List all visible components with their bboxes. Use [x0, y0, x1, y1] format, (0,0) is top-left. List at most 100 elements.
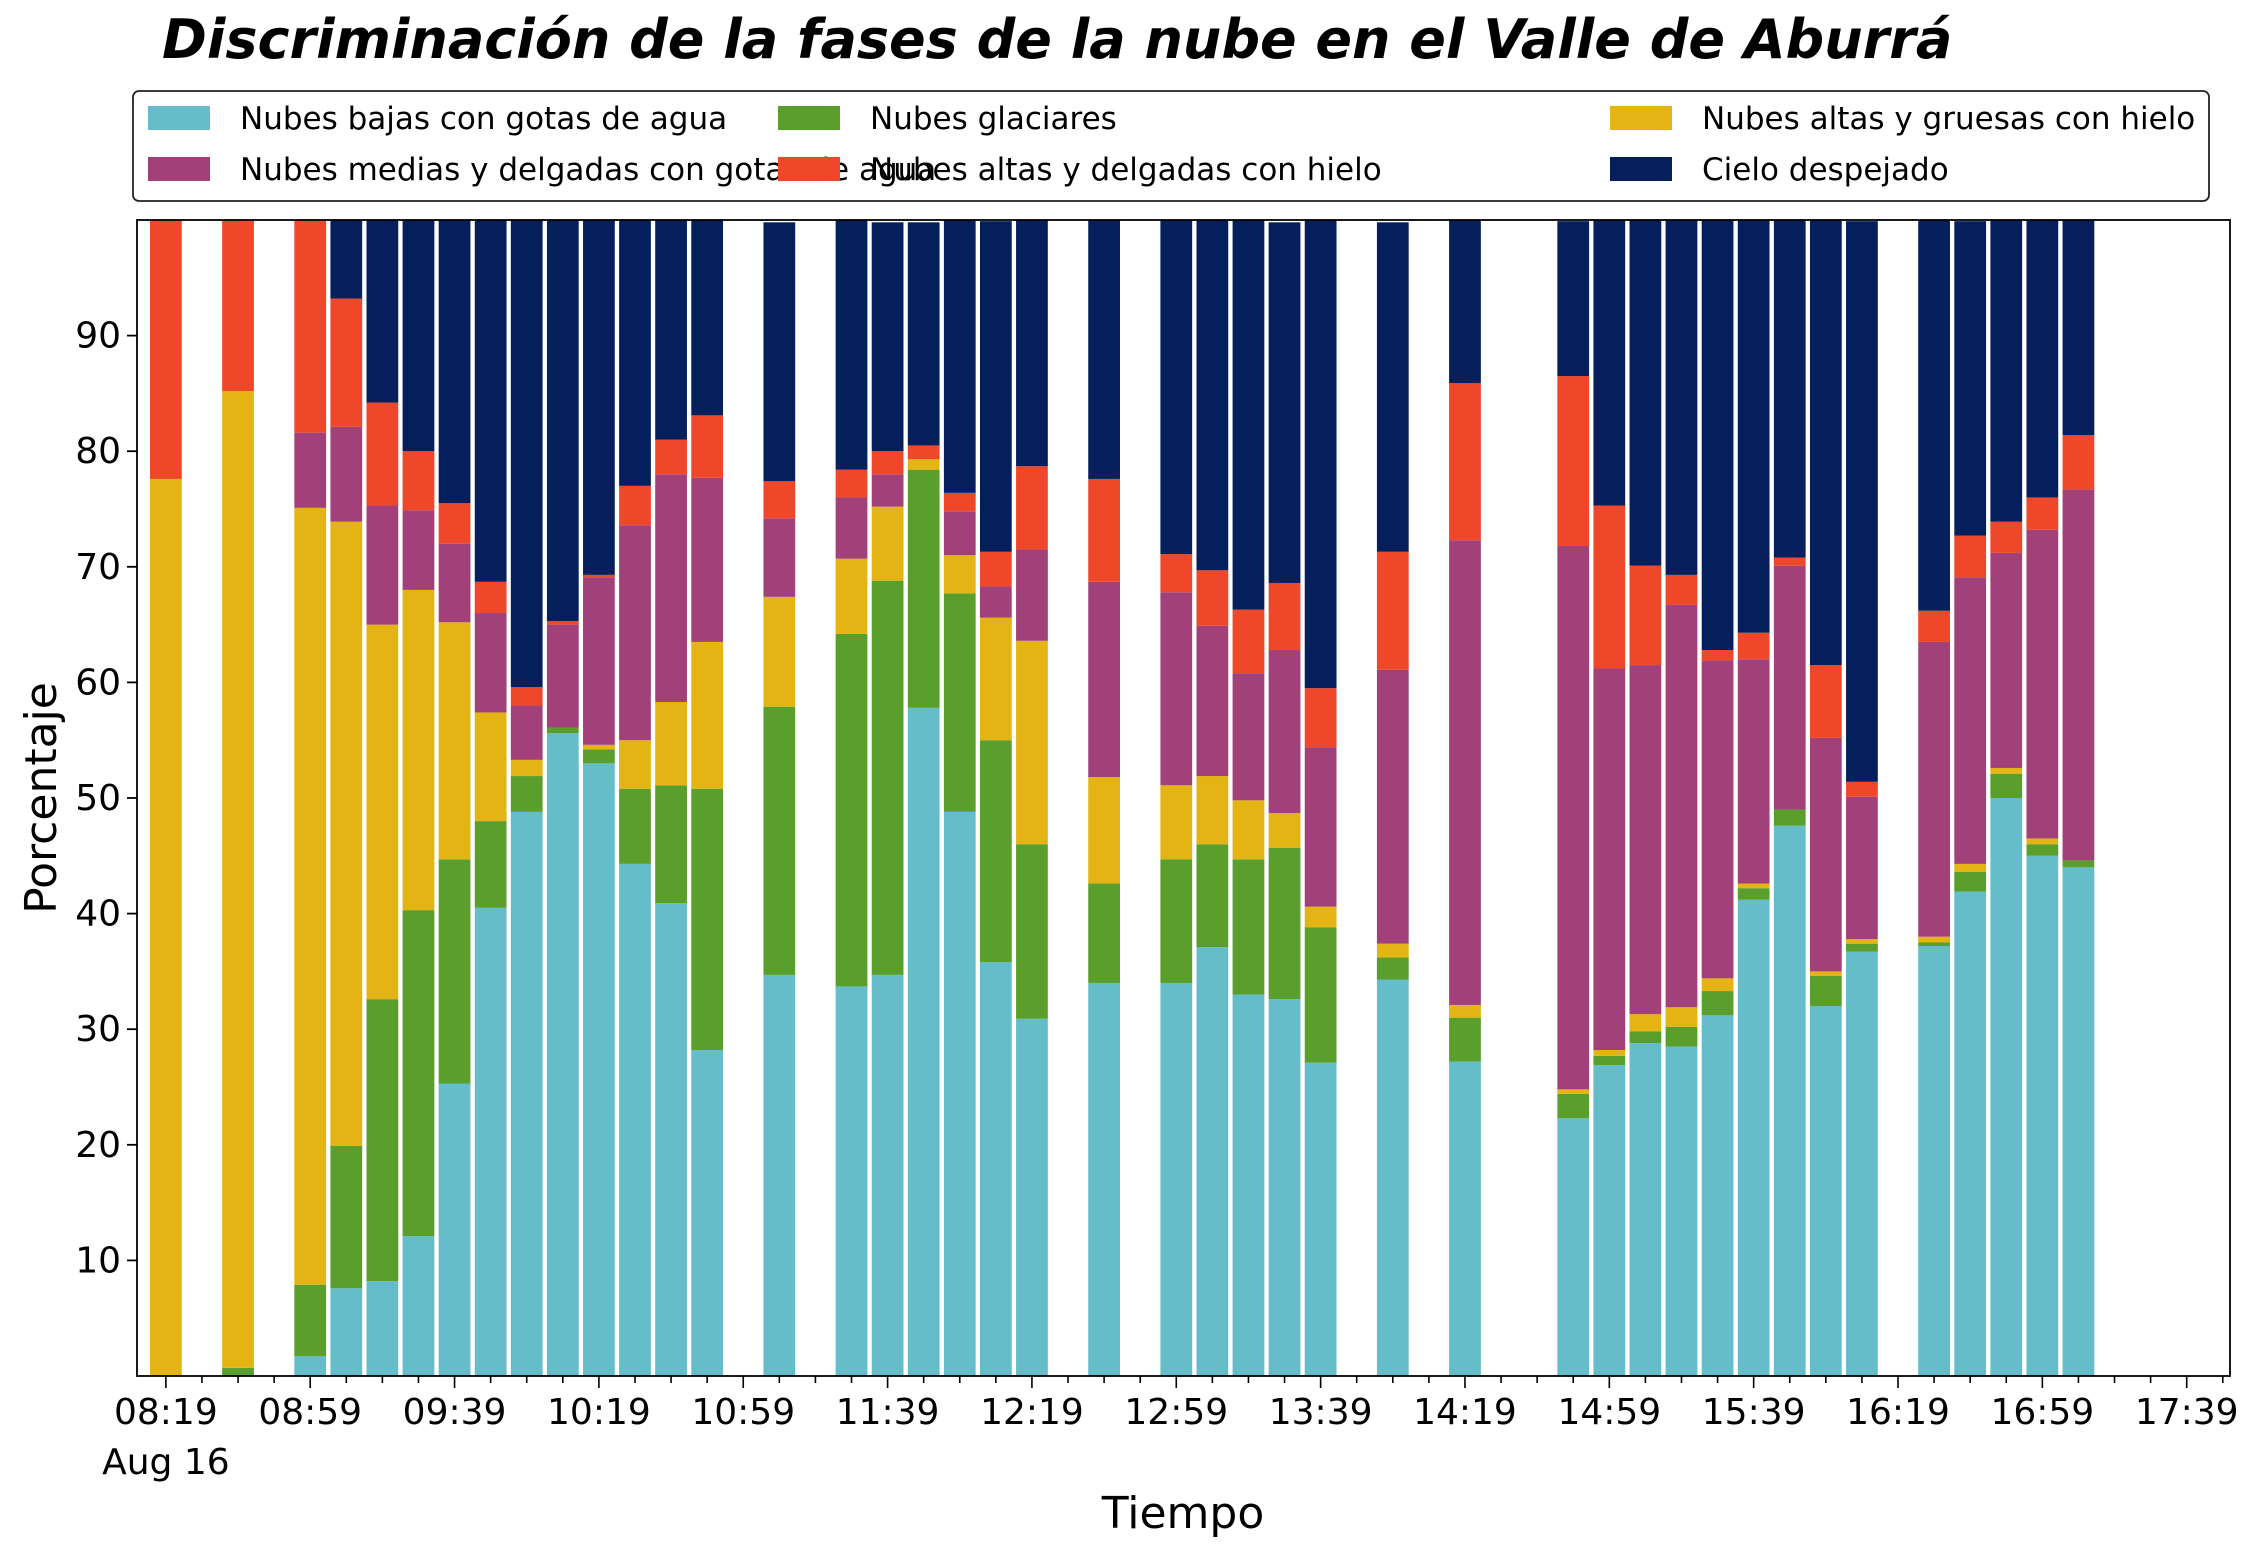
bar-segment-1639-s3 — [1954, 577, 1987, 864]
legend-label-5: Cielo despejado — [1702, 152, 1949, 188]
bar-segment-1509-s2 — [1629, 1014, 1662, 1032]
bar-segment-1709-s1 — [2062, 860, 2095, 868]
bar-segment-0939-s0 — [438, 1083, 471, 1376]
bar-segment-1709-s3 — [2062, 489, 2095, 861]
bar-segment-1309-s2 — [1196, 776, 1229, 845]
bar-segment-0949-s1 — [474, 821, 507, 908]
bar-segment-1529-s4 — [1701, 650, 1734, 661]
bar-segment-1539-s3 — [1737, 659, 1770, 884]
bar-segment-1509-s1 — [1629, 1031, 1662, 1044]
bar-segment-1359-s3 — [1376, 669, 1409, 944]
bar-segment-1009-s5 — [546, 220, 579, 622]
x-tick-label: 08:19 — [114, 1392, 218, 1433]
bar-segment-1649-s2 — [1990, 767, 2023, 774]
legend-label-0: Nubes bajas con gotas de agua — [240, 101, 727, 137]
x-tick-label: 09:39 — [403, 1392, 507, 1433]
x-tick-label: 08:59 — [258, 1392, 362, 1433]
bar-segment-1659-s3 — [2026, 529, 2059, 839]
bar-segment-0819-s4 — [149, 220, 182, 479]
bar-segment-1129-s2 — [835, 558, 868, 634]
bar-segment-1029-s5 — [619, 220, 651, 486]
bar-segment-1019-s5 — [583, 220, 615, 575]
bar-segment-1219-s3 — [1016, 549, 1048, 641]
bar-segment-0949-s0 — [474, 907, 507, 1376]
bar-segment-1649-s0 — [1990, 798, 2023, 1376]
x-tick-sublabel: Aug 16 — [102, 1442, 230, 1483]
x-tick-label: 13:39 — [1269, 1392, 1373, 1433]
bar-segment-1449-s3 — [1557, 545, 1590, 1090]
bar-segment-1339-s0 — [1304, 1062, 1337, 1376]
bar-segment-1139-s3 — [871, 474, 904, 507]
bar-segment-1019-s4 — [583, 574, 615, 578]
bar-segment-1629-s4 — [1918, 610, 1950, 642]
bar-segment-0939-s3 — [438, 543, 471, 623]
bar-segment-1659-s0 — [2026, 855, 2059, 1376]
bar-segment-1239-s4 — [1088, 478, 1120, 582]
bar-segment-1139-s0 — [871, 974, 904, 1376]
bar-segment-0959-s0 — [510, 811, 543, 1376]
bar-segment-1109-s3 — [763, 518, 796, 597]
bar-segment-1329-s5 — [1268, 222, 1301, 583]
bar-segment-0929-s3 — [402, 510, 435, 590]
bar-segment-1329-s0 — [1268, 999, 1301, 1376]
x-tick-label: 16:19 — [1846, 1392, 1950, 1433]
bar-segment-1209-s5 — [979, 221, 1012, 552]
bar-segment-1459-s5 — [1593, 220, 1626, 506]
legend-items: Nubes bajas con gotas de agua Nubes glaci… — [148, 101, 2195, 188]
bar-segment-1309-s1 — [1196, 844, 1229, 948]
bar-segment-1209-s1 — [979, 740, 1012, 963]
bar-segment-0859-s1 — [294, 1284, 327, 1357]
bar-segment-1449-s5 — [1557, 221, 1590, 377]
bar-segment-1049-s2 — [691, 641, 724, 789]
bar-segment-1259-s1 — [1160, 859, 1193, 983]
bar-segment-1019-s3 — [583, 577, 615, 745]
bar-segment-1459-s1 — [1593, 1055, 1626, 1066]
bar-segment-1309-s0 — [1196, 947, 1229, 1376]
legend-swatch-0 — [148, 106, 210, 130]
bar-segment-1339-s1 — [1304, 927, 1337, 1063]
bar-segment-1509-s0 — [1629, 1043, 1662, 1376]
bar-segment-0909-s1 — [330, 1145, 363, 1289]
legend: Nubes bajas con gotas de agua Nubes glaci… — [132, 90, 2210, 202]
bar-segment-0949-s3 — [474, 613, 507, 713]
bar-segment-1519-s2 — [1665, 1007, 1698, 1027]
y-axis: 10 20 30 40 50 60 70 80 90 — [75, 316, 137, 1281]
bar-segment-0909-s4 — [330, 298, 363, 427]
x-axis-label: Tiempo — [1101, 1488, 1265, 1539]
bar-segment-0919-s3 — [366, 505, 399, 625]
x-tick-label: 17:39 — [2135, 1392, 2239, 1433]
bar-segment-0949-s4 — [474, 581, 507, 614]
bar-segment-1449-s1 — [1557, 1093, 1590, 1119]
bar-segment-1519-s1 — [1665, 1026, 1698, 1047]
y-tick-label: 10 — [75, 1240, 121, 1281]
bar-segment-1109-s1 — [763, 706, 796, 975]
bar-segment-1629-s0 — [1918, 945, 1950, 1376]
bar-segment-1239-s5 — [1088, 220, 1120, 479]
bar-segment-1519-s5 — [1665, 220, 1698, 575]
bar-segment-1139-s1 — [871, 580, 904, 975]
bar-segment-1359-s0 — [1376, 979, 1409, 1376]
bar-segment-1209-s0 — [979, 962, 1012, 1376]
bar-segment-1259-s4 — [1160, 554, 1193, 593]
bar-segment-1529-s2 — [1701, 978, 1734, 992]
bar-segment-1419-s3 — [1449, 540, 1481, 1005]
x-tick-label: 14:19 — [1413, 1392, 1517, 1433]
bar-segment-1629-s2 — [1918, 936, 1950, 943]
bar-segment-0959-s2 — [510, 759, 543, 777]
y-tick-label: 20 — [75, 1125, 121, 1166]
bar-segment-1459-s2 — [1593, 1050, 1626, 1056]
bar-segment-0859-s0 — [294, 1356, 327, 1376]
legend-swatch-1 — [778, 106, 840, 130]
bar-segment-1139-s5 — [871, 222, 904, 452]
bar-segment-1019-s0 — [583, 763, 615, 1376]
bar-segment-1559-s4 — [1809, 665, 1842, 738]
bar-segment-1049-s0 — [691, 1050, 724, 1376]
bar-segment-1329-s3 — [1268, 650, 1301, 814]
bar-segment-1649-s3 — [1990, 552, 2023, 768]
bar-segment-1039-s1 — [655, 785, 687, 904]
bar-segment-1459-s0 — [1593, 1065, 1626, 1376]
bar-segment-1309-s3 — [1196, 625, 1229, 777]
bar-segment-1049-s4 — [691, 415, 724, 478]
x-tick-label: 16:59 — [1990, 1392, 2094, 1433]
